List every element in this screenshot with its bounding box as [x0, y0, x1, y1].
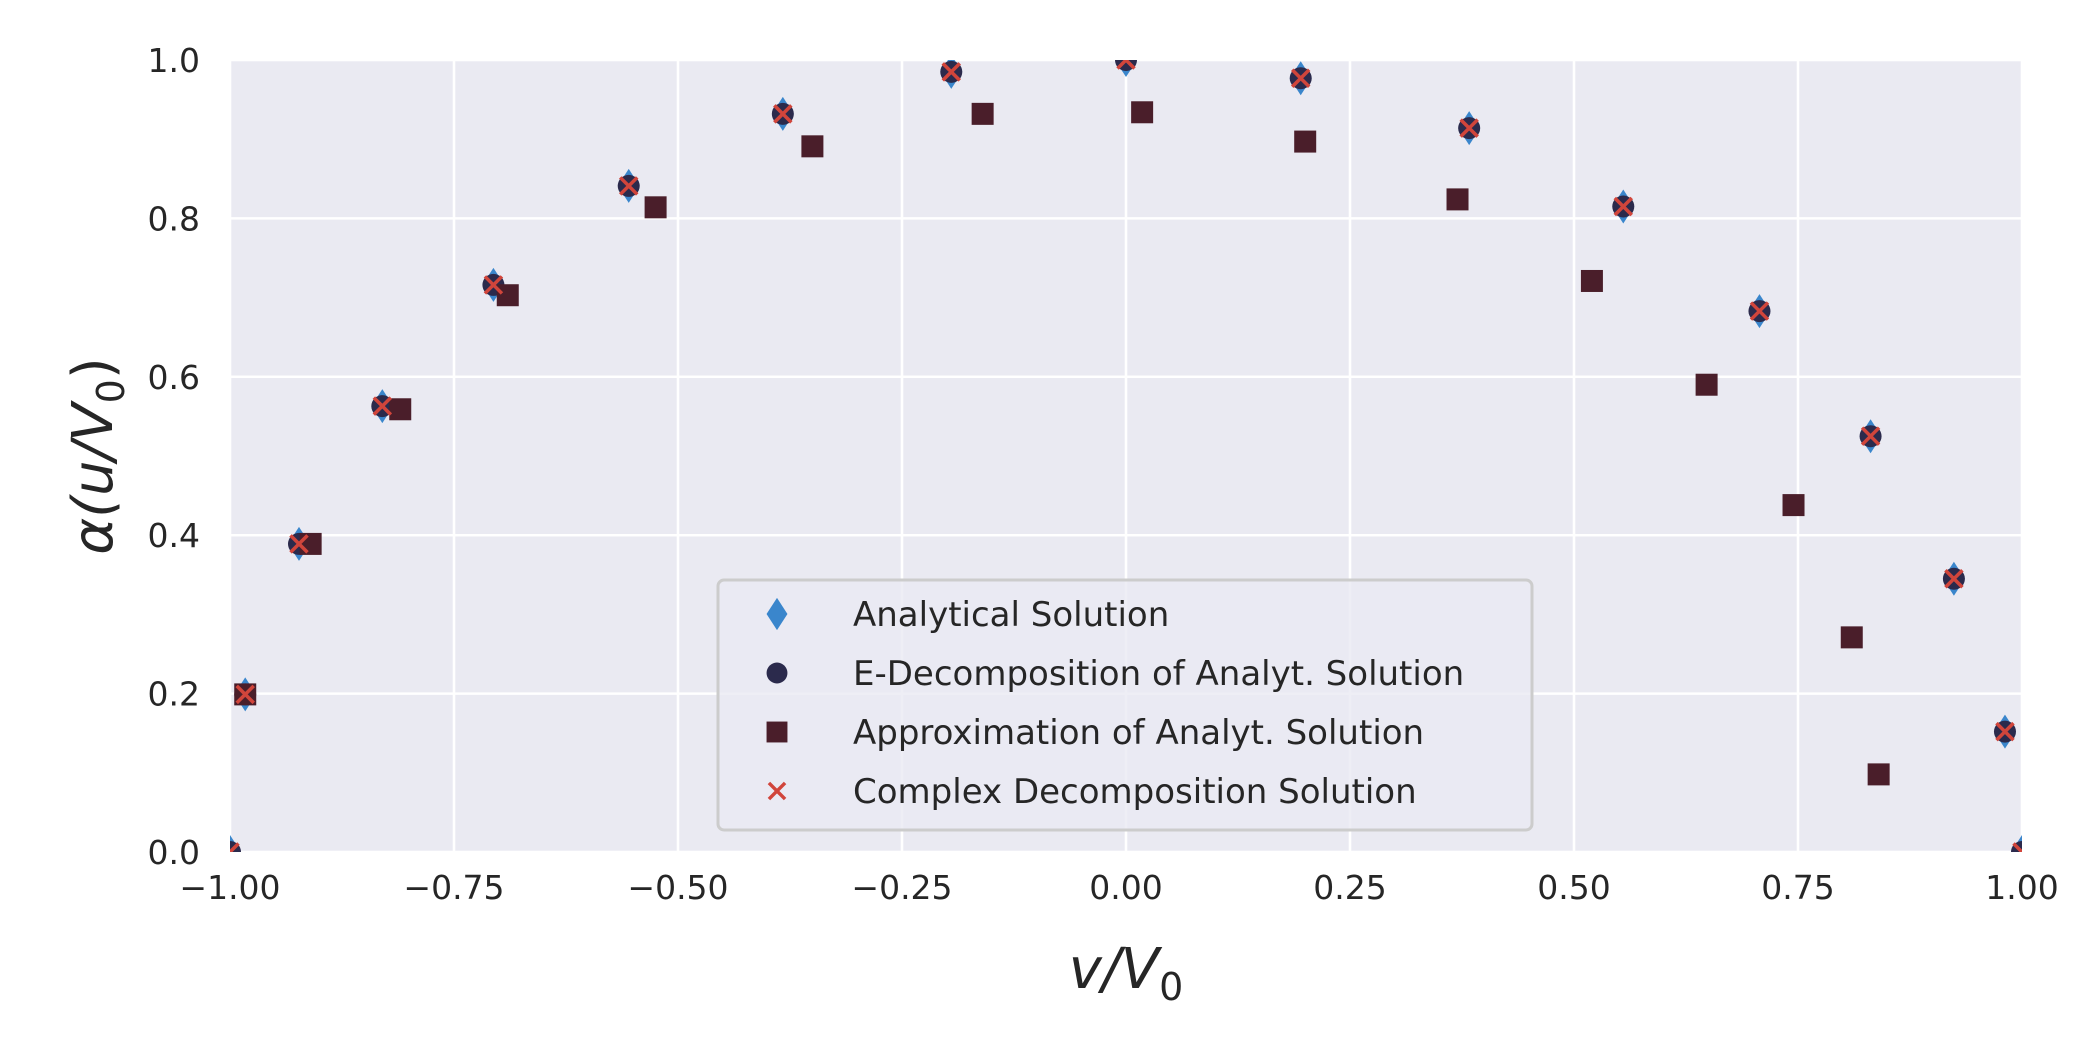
data-point-square-marker [1294, 130, 1317, 153]
data-point-x-marker [1944, 569, 1964, 589]
legend-label: Approximation of Analyt. Solution [853, 713, 1424, 753]
data-point-x-marker [2012, 842, 2022, 852]
data-point-x-marker [618, 176, 639, 196]
x-tick-label: 0.50 [1537, 868, 1610, 907]
y-tick-label: 0.6 [148, 358, 200, 397]
data-point-x-marker [1860, 426, 1881, 446]
data-point-square-marker [971, 102, 994, 125]
legend-label: Analytical Solution [853, 595, 1169, 635]
data-point-square-marker [644, 196, 667, 219]
x-tick-label: −0.50 [627, 868, 728, 907]
data-series [230, 60, 2022, 852]
legend-diamond-marker [766, 597, 788, 631]
x-tick-label: −0.25 [851, 868, 952, 907]
y-tick-label: 0.8 [148, 199, 200, 238]
data-point-x-marker [941, 62, 962, 82]
x-tick-labels: −1.00 −0.75 −0.50 −0.25 0.00 0.25 0.50 0.75 1.00 [179, 868, 2058, 907]
legend-frame [716, 578, 1534, 832]
series-x [230, 60, 2022, 852]
data-point-square-marker [1446, 188, 1469, 211]
data-point-square-marker [389, 398, 412, 421]
data-point-x-marker [230, 842, 240, 852]
data-point-x-marker [1613, 196, 1634, 217]
data-point-square-marker [1867, 763, 1890, 786]
data-point-square-marker [1580, 269, 1603, 292]
data-point-x-marker [773, 104, 793, 124]
x-tick-label: 0.00 [1089, 868, 1162, 907]
data-point-square-marker [1782, 494, 1805, 517]
data-point-x-marker [1116, 60, 1136, 70]
legend-square-marker [766, 721, 788, 743]
x-tick-label: −0.75 [403, 868, 504, 907]
data-point-x-marker [1459, 118, 1479, 138]
data-point-x-marker [235, 684, 255, 705]
y-tick-label: 0.0 [148, 833, 200, 872]
legend-x-marker [767, 781, 787, 801]
x-tick-label: 0.75 [1761, 868, 1834, 907]
x-tick-label: 1.00 [1985, 868, 2058, 907]
data-point-square-marker [496, 284, 519, 307]
data-point-square-marker [1131, 101, 1154, 124]
x-tick-label: 0.25 [1313, 868, 1386, 907]
data-point-x-marker [483, 275, 504, 295]
data-point-x-marker [1290, 68, 1311, 88]
y-axis-label: α(u/V0) [61, 357, 133, 554]
data-point-square-marker [801, 135, 824, 158]
legend-circle-marker [766, 662, 788, 684]
legend-label: E-Decomposition of Analyt. Solution [853, 654, 1464, 694]
y-tick-label: 0.4 [148, 516, 200, 555]
x-tick-label: −1.00 [179, 868, 280, 907]
data-point-square-marker [1840, 626, 1863, 649]
y-tick-labels: 0.0 0.2 0.4 0.6 0.8 1.0 [148, 41, 200, 872]
y-tick-label: 0.2 [148, 675, 200, 714]
legend: Analytical Solution E-Decomposition of An… [716, 578, 1534, 832]
data-point-x-marker [372, 396, 393, 416]
y-tick-label: 1.0 [148, 41, 200, 80]
x-axis-label: v/V0 [1069, 937, 1184, 1009]
data-point-x-marker [1749, 301, 1770, 321]
data-point-x-marker [1995, 721, 2015, 742]
data-point-square-marker [1695, 373, 1718, 396]
data-point-x-marker [289, 534, 309, 554]
data-point-square-marker [299, 532, 322, 555]
legend-label: Complex Decomposition Solution [853, 772, 1417, 812]
data-point-circle-marker [1115, 60, 1137, 71]
